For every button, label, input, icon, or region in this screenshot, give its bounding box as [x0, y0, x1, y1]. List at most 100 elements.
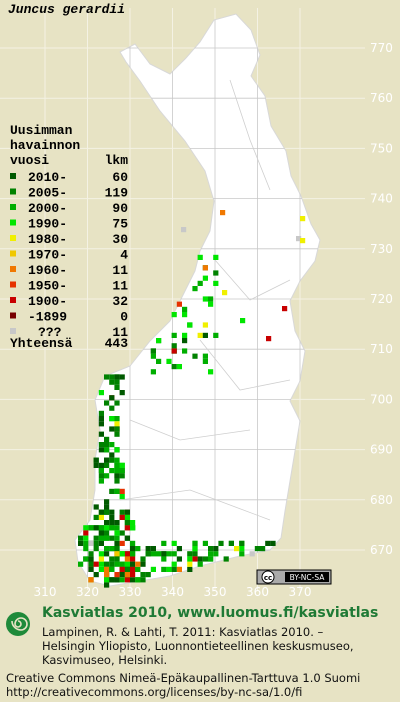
occurrence-square: [98, 561, 104, 567]
occurrence-square: [98, 410, 104, 416]
occurrence-square: [192, 540, 198, 546]
occurrence-square: [88, 551, 94, 557]
y-tick-label: 740: [370, 192, 393, 206]
occurrence-square: [150, 348, 156, 354]
occurrence-square: [182, 306, 188, 312]
occurrence-square: [114, 540, 120, 546]
occurrence-square: [187, 556, 193, 562]
occurrence-square: [239, 551, 245, 557]
occurrence-square: [104, 561, 110, 567]
occurrence-square: [119, 530, 125, 536]
occurrence-square: [104, 462, 110, 468]
occurrence-square: [114, 551, 120, 557]
occurrence-square: [98, 462, 104, 468]
occurrence-square: [161, 540, 167, 546]
legend-label: -1899: [28, 310, 67, 325]
occurrence-square: [93, 546, 99, 552]
occurrence-square: [208, 546, 214, 552]
legend-count-heading: lkm: [105, 153, 129, 168]
occurrence-square: [104, 546, 110, 552]
occurrence-square: [197, 561, 203, 567]
occurrence-square: [202, 353, 208, 359]
occurrence-square: [114, 473, 120, 479]
citation-line: Kasvimuseo, Helsinki.: [42, 653, 167, 667]
occurrence-square: [114, 520, 120, 526]
occurrence-square: [135, 577, 141, 583]
occurrence-square: [282, 306, 288, 312]
occurrence-square: [114, 421, 120, 427]
occurrence-square: [119, 494, 125, 500]
occurrence-square: [202, 358, 208, 364]
legend-swatch: [10, 250, 16, 257]
x-tick-label: 350: [204, 585, 227, 599]
y-tick-label: 770: [370, 41, 393, 55]
legend-count: 11: [112, 263, 128, 278]
occurrence-square: [114, 478, 120, 484]
occurrence-square: [300, 238, 306, 244]
occurrence-square: [187, 561, 193, 567]
occurrence-square: [109, 379, 115, 385]
occurrence-square: [124, 556, 130, 562]
occurrence-square: [202, 296, 208, 302]
occurrence-square: [104, 509, 110, 515]
occurrence-square: [222, 290, 228, 296]
occurrence-square: [171, 561, 177, 567]
occurrence-square: [192, 286, 198, 292]
legend-total-label: Yhteensä: [10, 336, 73, 351]
legend-heading: vuosi: [10, 153, 49, 168]
occurrence-square: [114, 431, 120, 437]
occurrence-square: [98, 514, 104, 520]
occurrence-square: [83, 530, 89, 536]
occurrence-square: [98, 530, 104, 536]
occurrence-square: [202, 265, 208, 271]
finland-outline: [74, 13, 321, 587]
legend-count: 90: [112, 201, 128, 216]
occurrence-square: [213, 270, 219, 276]
occurrence-square: [114, 416, 120, 422]
occurrence-square: [119, 509, 125, 515]
occurrence-square: [171, 551, 177, 557]
occurrence-square: [213, 332, 219, 338]
legend-swatch: [10, 204, 16, 210]
occurrence-square: [213, 551, 219, 557]
legend-label: 1950-: [28, 279, 67, 294]
occurrence-square: [88, 525, 94, 531]
badge-terms: BY-NC-SA: [290, 573, 326, 582]
occurrence-square: [176, 566, 182, 572]
occurrence-square: [266, 336, 272, 342]
occurrence-square: [166, 551, 172, 557]
occurrence-square: [202, 556, 208, 562]
occurrence-square: [104, 447, 110, 453]
luomus-logo: [6, 612, 30, 636]
occurrence-square: [109, 374, 115, 380]
occurrence-square: [109, 509, 115, 515]
occurrence-square: [88, 566, 94, 572]
occurrence-square: [98, 431, 104, 437]
occurrence-square: [114, 447, 120, 453]
x-tick-label: 310: [34, 585, 57, 599]
occurrence-square: [109, 556, 115, 562]
occurrence-square: [197, 556, 203, 562]
occurrence-square: [109, 520, 115, 526]
occurrence-square: [171, 312, 177, 318]
legend-count: 32: [112, 294, 128, 309]
legend-count: 11: [112, 325, 128, 340]
y-tick-label: 710: [370, 342, 393, 356]
occurrence-square: [93, 462, 99, 468]
occurrence-square: [114, 457, 120, 463]
occurrence-square: [156, 358, 162, 364]
occurrence-square: [135, 546, 141, 552]
occurrence-square: [208, 369, 214, 375]
occurrence-square: [249, 551, 255, 557]
occurrence-square: [104, 535, 110, 541]
occurrence-square: [197, 332, 203, 338]
occurrence-square: [104, 504, 110, 510]
y-tick-label: 730: [370, 242, 393, 256]
species-title: Juncus gerardii: [8, 2, 125, 17]
occurrence-square: [124, 525, 130, 531]
occurrence-square: [202, 332, 208, 338]
occurrence-square: [93, 535, 99, 541]
occurrence-square: [98, 478, 104, 484]
occurrence-square: [192, 556, 198, 562]
